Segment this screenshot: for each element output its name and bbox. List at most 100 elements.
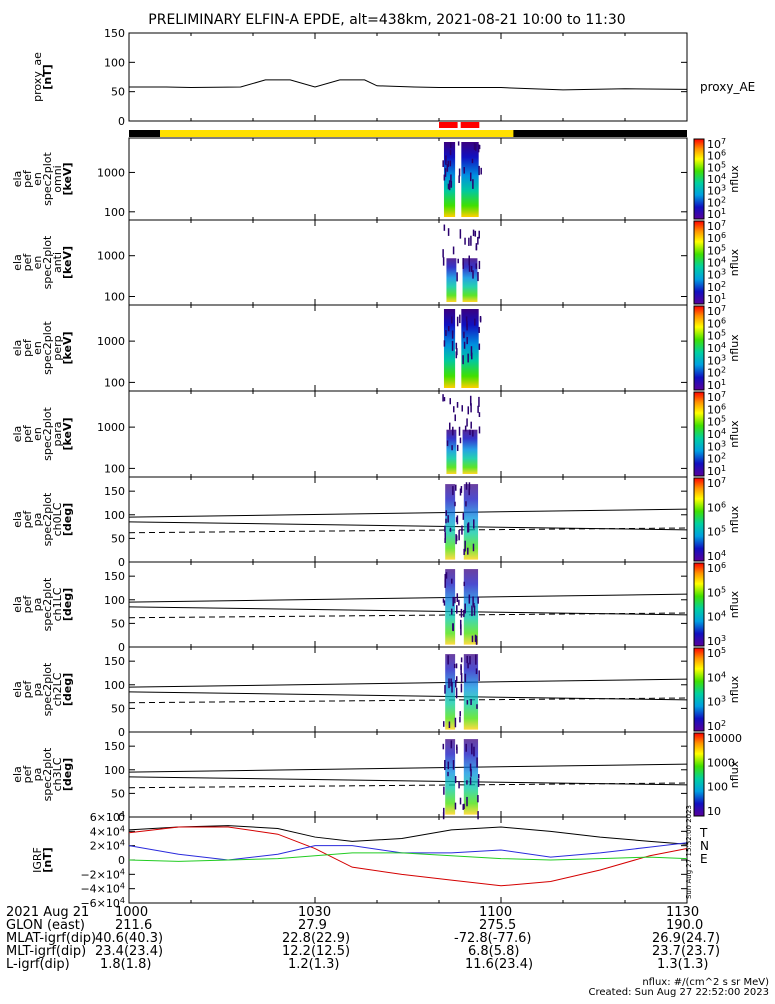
pa-speckle: [444, 684, 446, 694]
ylabel-line: spec2plot: [41, 492, 54, 546]
colorbar-tick-label: 10000: [707, 732, 742, 745]
spectrogram-speckle: [474, 230, 477, 237]
spectrogram-speckle: [458, 426, 461, 436]
footer-units: nflux: #/(cm^2 s sr MeV): [642, 977, 769, 988]
colorbar-tick-label: 103: [707, 634, 726, 648]
series-label-proxy-ae: proxy_AE: [700, 80, 755, 94]
colorbar-tick-label: 1000: [707, 756, 735, 769]
spectrogram-speckle: [446, 440, 449, 447]
colorbar-tick-label: 104: [707, 549, 726, 563]
ytick-label: 100: [104, 291, 125, 304]
colorbar-tick-label: 103: [707, 353, 726, 367]
panel-frame: [128, 219, 688, 306]
colorbar-tick-label: 107: [707, 476, 726, 490]
anti-loss-cone-line: [128, 612, 688, 619]
ylabel-line: [nT]: [41, 64, 54, 89]
ylabel-line: ela: [11, 596, 24, 613]
pa-speckle: [470, 768, 472, 777]
spectrogram-speckle: [463, 167, 465, 174]
pa-speckle: [455, 687, 458, 699]
pa-speckle: [447, 655, 449, 665]
spectrogram-speckle: [478, 326, 480, 333]
ylabel-line: ch0LC: [51, 502, 64, 536]
ytick-label: 1000: [97, 250, 125, 263]
spectrogram-speckle: [470, 403, 472, 413]
spectrogram-speckle: [442, 257, 445, 266]
ytick-label: 100: [104, 764, 125, 777]
spectrogram-speckle: [477, 405, 479, 413]
spectrogram-speckle: [462, 355, 464, 365]
pa-speckle: [455, 663, 458, 669]
colorbar-tick-label: 107: [707, 137, 726, 151]
ytick-label: 1000: [97, 335, 125, 348]
pa-speckle: [460, 486, 463, 493]
ylabel-line: ela: [11, 254, 24, 271]
pa-speckle: [456, 593, 459, 602]
spectrogram-speckle: [469, 395, 472, 406]
colorbar-label: nflux: [728, 248, 741, 276]
spectrogram-speckle: [458, 175, 460, 183]
ytick-label: −6×104: [80, 896, 125, 910]
pa-speckle: [452, 486, 454, 496]
pa-speckle: [448, 721, 451, 729]
pa-spectrogram-block: [463, 484, 479, 560]
pa-speckle: [468, 488, 470, 496]
spectrogram-speckle: [473, 142, 476, 150]
ylabel-line: spec2plot: [41, 747, 54, 801]
colorbar-tick-label: 101: [707, 292, 726, 306]
spectrogram-speckle: [452, 246, 455, 255]
ytick-label: 0: [118, 854, 125, 867]
colorbar-tick-label: 106: [707, 402, 726, 416]
ytick-label: 1000: [97, 166, 125, 179]
pa-speckle: [447, 771, 449, 777]
ylabel-line: en: [31, 341, 44, 355]
footer: nflux: #/(cm^2 s sr MeV) Created: Sun Au…: [589, 978, 769, 998]
pa-speckle: [465, 482, 468, 490]
pa-speckle: [465, 743, 467, 752]
status-bar-science: [160, 130, 514, 137]
colorbar-tick-label: 106: [707, 231, 726, 245]
pa-speckle: [464, 540, 466, 552]
pa-spectrogram-block: [463, 654, 479, 730]
panel-frame: [128, 390, 688, 478]
pa-speckle: [445, 510, 447, 516]
colorbar-tick-label: 104: [707, 341, 726, 355]
pa-speckle: [451, 681, 453, 693]
pa-speckle: [477, 778, 480, 787]
xtick-label: 1000: [115, 905, 149, 920]
spectrogram-speckle: [448, 180, 451, 191]
pa-speckle: [450, 608, 453, 615]
spectrogram-block: [461, 309, 479, 388]
spectrogram-speckle: [474, 318, 476, 326]
ytick-label: 150: [104, 27, 125, 40]
spectrogram-speckle: [471, 352, 473, 360]
row-label: GLON (east): [6, 918, 85, 933]
pa-speckle: [473, 746, 475, 757]
orbit-date: 2021 Aug 21: [6, 905, 90, 920]
pa-speckle: [444, 573, 446, 583]
ylabel-line: en: [31, 427, 44, 441]
spectrogram-speckle: [478, 396, 480, 407]
anti-loss-cone-line: [128, 782, 688, 789]
ytick-label: 0: [118, 641, 125, 654]
ylabel-line: [keV]: [61, 162, 74, 195]
ylabel-line: spec2plot: [41, 577, 54, 631]
pa-speckle: [463, 803, 465, 810]
ytick-label: 100: [104, 679, 125, 692]
orbit-row-glon: GLON (east) 211.6 27.9 275.5 190.0: [0, 919, 775, 932]
colorbar: [693, 647, 705, 732]
colorbar-tick-label: 107: [707, 304, 726, 318]
orbit-row-mlat: MLAT-igrf(dip) 40.6(40.3) 22.8(22.9) -72…: [0, 932, 775, 945]
spectrogram-speckle: [442, 160, 444, 168]
spectrogram-speckle: [456, 272, 458, 282]
pa-speckle: [442, 721, 445, 727]
spectrogram-speckle: [444, 168, 447, 177]
spectrogram-speckle: [453, 406, 455, 413]
pa-speckle: [444, 579, 446, 588]
pa-speckle: [443, 786, 445, 795]
igrf-series-line: [128, 852, 688, 862]
spectrogram-speckle: [461, 405, 463, 412]
colorbar-tick-label: 102: [707, 719, 726, 733]
pa-speckle: [444, 759, 446, 771]
